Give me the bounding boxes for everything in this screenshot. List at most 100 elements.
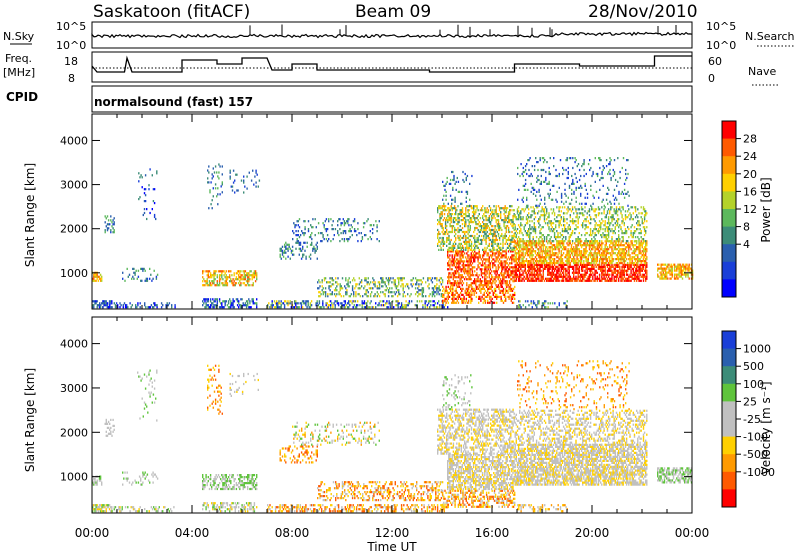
range-cell	[334, 228, 337, 231]
range-cell	[467, 287, 470, 290]
range-cell	[455, 301, 457, 304]
range-cell	[632, 252, 634, 255]
range-cell	[613, 275, 615, 278]
range-cell	[305, 300, 307, 303]
range-cell	[483, 272, 485, 275]
range-cell	[543, 267, 546, 270]
range-cell	[395, 291, 398, 294]
range-cell	[488, 287, 490, 290]
range-cell	[336, 285, 338, 288]
range-cell	[474, 236, 476, 240]
range-cell	[498, 258, 501, 261]
range-cell	[166, 302, 168, 305]
range-cell	[378, 304, 380, 307]
range-cell	[640, 275, 642, 278]
range-cell	[579, 242, 582, 245]
range-cell	[516, 210, 519, 213]
range-cell	[544, 248, 547, 251]
range-cell	[547, 269, 549, 272]
range-cell	[467, 228, 469, 232]
range-cell	[587, 275, 589, 278]
range-cell	[611, 260, 613, 263]
range-cell	[612, 244, 614, 247]
range-cell	[543, 265, 546, 268]
range-cell	[529, 236, 531, 239]
range-cell	[623, 275, 625, 278]
range-cell	[443, 240, 446, 243]
range-cell	[571, 279, 574, 282]
range-cell	[493, 248, 495, 251]
range-cell	[538, 260, 540, 263]
range-cell	[456, 291, 458, 294]
range-cell	[499, 278, 502, 281]
range-cell	[643, 254, 646, 257]
range-cell	[585, 279, 587, 282]
range-cell	[517, 244, 520, 247]
range-cell	[209, 189, 211, 192]
range-cell	[497, 226, 500, 230]
range-cell	[576, 277, 578, 280]
range-cell	[287, 255, 289, 258]
range-cell	[517, 260, 520, 263]
range-cell	[629, 256, 631, 259]
range-cell	[397, 304, 399, 307]
range-cell	[529, 273, 531, 276]
range-cell	[455, 228, 457, 232]
range-cell	[449, 217, 451, 220]
range-cell	[630, 258, 632, 261]
range-cell	[442, 219, 444, 222]
range-cell	[326, 228, 329, 231]
range-cell	[532, 265, 534, 268]
range-cell	[564, 256, 566, 259]
range-cell	[569, 256, 571, 259]
range-cell	[473, 293, 475, 296]
range-cell	[562, 273, 565, 276]
range-cell	[495, 258, 497, 261]
range-cell	[504, 226, 506, 230]
range-cell	[512, 240, 514, 243]
range-cell	[511, 256, 513, 259]
range-cell	[475, 211, 477, 214]
range-cell	[347, 220, 349, 223]
range-cell	[295, 306, 297, 309]
range-cell	[451, 297, 453, 300]
range-cell	[492, 266, 494, 269]
range-cell	[497, 242, 500, 245]
range-cell	[509, 248, 511, 251]
range-cell	[639, 263, 641, 266]
range-cell	[229, 280, 231, 283]
range-cell	[538, 242, 540, 245]
range-cell	[106, 229, 109, 232]
range-cell	[322, 300, 324, 303]
range-cell	[223, 284, 225, 287]
range-cell	[477, 240, 479, 243]
range-cell	[540, 228, 542, 231]
range-cell	[595, 269, 597, 272]
range-cell	[486, 230, 488, 234]
range-cell	[300, 257, 303, 260]
range-cell	[468, 213, 470, 216]
range-cell	[421, 287, 423, 290]
range-cell	[583, 275, 585, 278]
range-cell	[221, 282, 223, 285]
range-cell	[551, 265, 553, 268]
range-cell	[272, 304, 274, 307]
range-cell	[448, 209, 450, 212]
range-cell	[494, 225, 496, 228]
range-cell	[576, 248, 578, 251]
range-cell	[456, 258, 458, 261]
range-cell	[507, 228, 510, 232]
range-cell	[355, 304, 358, 307]
range-cell	[514, 297, 516, 300]
range-cell	[239, 272, 241, 275]
range-cell	[457, 215, 459, 218]
range-cell	[470, 297, 472, 300]
range-cell	[580, 265, 583, 268]
range-cell	[501, 270, 503, 273]
range-cell	[324, 287, 327, 290]
range-cell	[446, 291, 448, 294]
range-cell	[476, 226, 478, 230]
range-cell	[577, 269, 579, 272]
range-cell	[481, 276, 484, 279]
range-cell	[595, 254, 597, 257]
